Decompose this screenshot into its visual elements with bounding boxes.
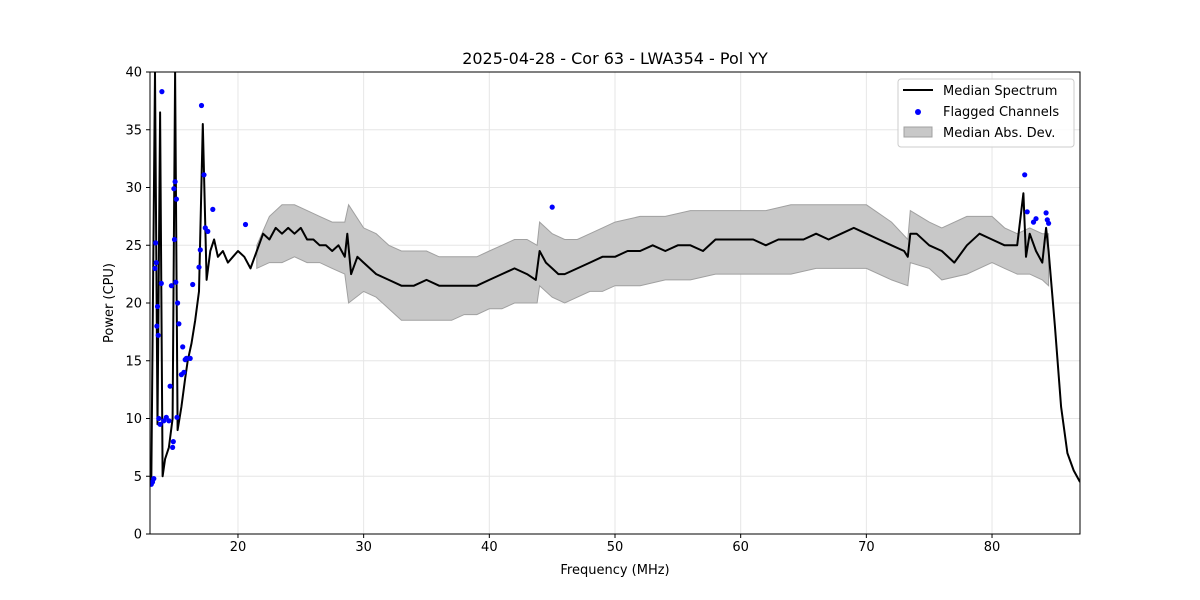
x-tick-label: 30 bbox=[355, 540, 372, 555]
flagged-channel-point bbox=[168, 283, 174, 289]
mad-band-layer bbox=[256, 203, 1050, 321]
flagged-channel-point bbox=[196, 264, 202, 270]
median-line-layer bbox=[150, 72, 1080, 483]
flagged-channel-point bbox=[181, 369, 187, 375]
flagged-channel-point bbox=[171, 186, 177, 192]
legend-box bbox=[897, 78, 1075, 148]
flagged-channel-point bbox=[170, 439, 176, 445]
flagged-channel-point bbox=[190, 281, 196, 288]
y-tick-label: 15 bbox=[125, 354, 142, 369]
x-tick-label: 80 bbox=[984, 540, 1001, 555]
flagged-channel-point bbox=[174, 414, 180, 420]
x-tick-label: 40 bbox=[481, 540, 498, 555]
chart-title: 2025-04-28 - Cor 63 - LWA354 - Pol YY bbox=[462, 49, 768, 68]
legend-flagged-swatch bbox=[915, 109, 921, 115]
x-axis-label: Frequency (MHz) bbox=[560, 563, 669, 578]
flagged-channel-point bbox=[151, 476, 157, 482]
y-axis-label: Power (CPU) bbox=[102, 263, 117, 343]
mad-band bbox=[256, 203, 1050, 321]
y-axis-ticks: 0 5 10 15 20 25 30 35 40 bbox=[125, 66, 150, 543]
y-tick-label: 0 bbox=[134, 528, 142, 543]
x-tick-label: 50 bbox=[607, 540, 624, 555]
flagged-channel-point bbox=[155, 332, 161, 338]
flagged-channel-point bbox=[183, 355, 189, 361]
flagged-channel-point bbox=[159, 89, 165, 95]
flagged-channel-point bbox=[152, 265, 158, 271]
x-axis-ticks: 20 30 40 50 60 70 80 bbox=[230, 534, 1001, 555]
y-tick-label: 10 bbox=[125, 412, 142, 427]
flagged-channel-point bbox=[201, 172, 207, 178]
flagged-channel-point bbox=[173, 279, 179, 285]
flagged-channel-point bbox=[1043, 210, 1049, 216]
legend-flagged-label: Flagged Channels bbox=[943, 105, 1059, 120]
flagged-channel-point bbox=[166, 418, 172, 424]
y-tick-label: 40 bbox=[125, 66, 142, 81]
x-tick-label: 70 bbox=[858, 540, 875, 555]
legend: Median Spectrum Flagged Channels Median … bbox=[897, 78, 1075, 148]
flagged-channel-point bbox=[173, 196, 179, 202]
flagged-channel-point bbox=[171, 236, 178, 243]
flagged-channel-point bbox=[157, 421, 163, 427]
flagged-points-layer bbox=[150, 89, 1052, 487]
y-tick-label: 5 bbox=[134, 470, 142, 485]
flagged-channel-point bbox=[154, 303, 161, 310]
flagged-channel-point bbox=[156, 415, 162, 422]
median-spectrum-line bbox=[150, 72, 1080, 483]
y-tick-label: 35 bbox=[125, 123, 142, 138]
flagged-channel-point bbox=[158, 280, 164, 286]
flagged-channel-point bbox=[1046, 220, 1052, 226]
flagged-channel-point bbox=[172, 179, 178, 185]
legend-mad-swatch bbox=[903, 126, 933, 138]
flagged-channel-point bbox=[1024, 209, 1030, 215]
y-tick-label: 25 bbox=[125, 239, 142, 254]
flagged-channel-point bbox=[154, 323, 160, 329]
legend-median-label: Median Spectrum bbox=[943, 84, 1057, 99]
y-tick-label: 20 bbox=[125, 297, 142, 312]
flagged-channel-point bbox=[210, 206, 216, 212]
flagged-channel-point bbox=[198, 102, 205, 109]
flagged-channel-point bbox=[197, 247, 203, 253]
flagged-channel-point bbox=[175, 300, 181, 306]
flagged-channel-point bbox=[153, 260, 159, 266]
flagged-channel-point bbox=[1033, 216, 1039, 222]
flagged-channel-point bbox=[170, 444, 176, 450]
flagged-channel-point bbox=[153, 240, 159, 246]
flagged-channel-point bbox=[242, 221, 249, 228]
flagged-channel-point bbox=[1022, 172, 1028, 178]
flagged-channel-point bbox=[549, 204, 555, 210]
legend-mad-label: Median Abs. Dev. bbox=[943, 126, 1055, 141]
flagged-channel-point bbox=[180, 344, 186, 350]
flagged-channel-point bbox=[176, 321, 182, 327]
flagged-channel-point bbox=[167, 383, 173, 389]
flagged-channel-point bbox=[205, 228, 211, 234]
y-tick-label: 30 bbox=[125, 181, 142, 196]
flagged-channel-point bbox=[187, 355, 193, 361]
x-tick-label: 60 bbox=[732, 540, 749, 555]
x-tick-label: 20 bbox=[230, 540, 247, 555]
